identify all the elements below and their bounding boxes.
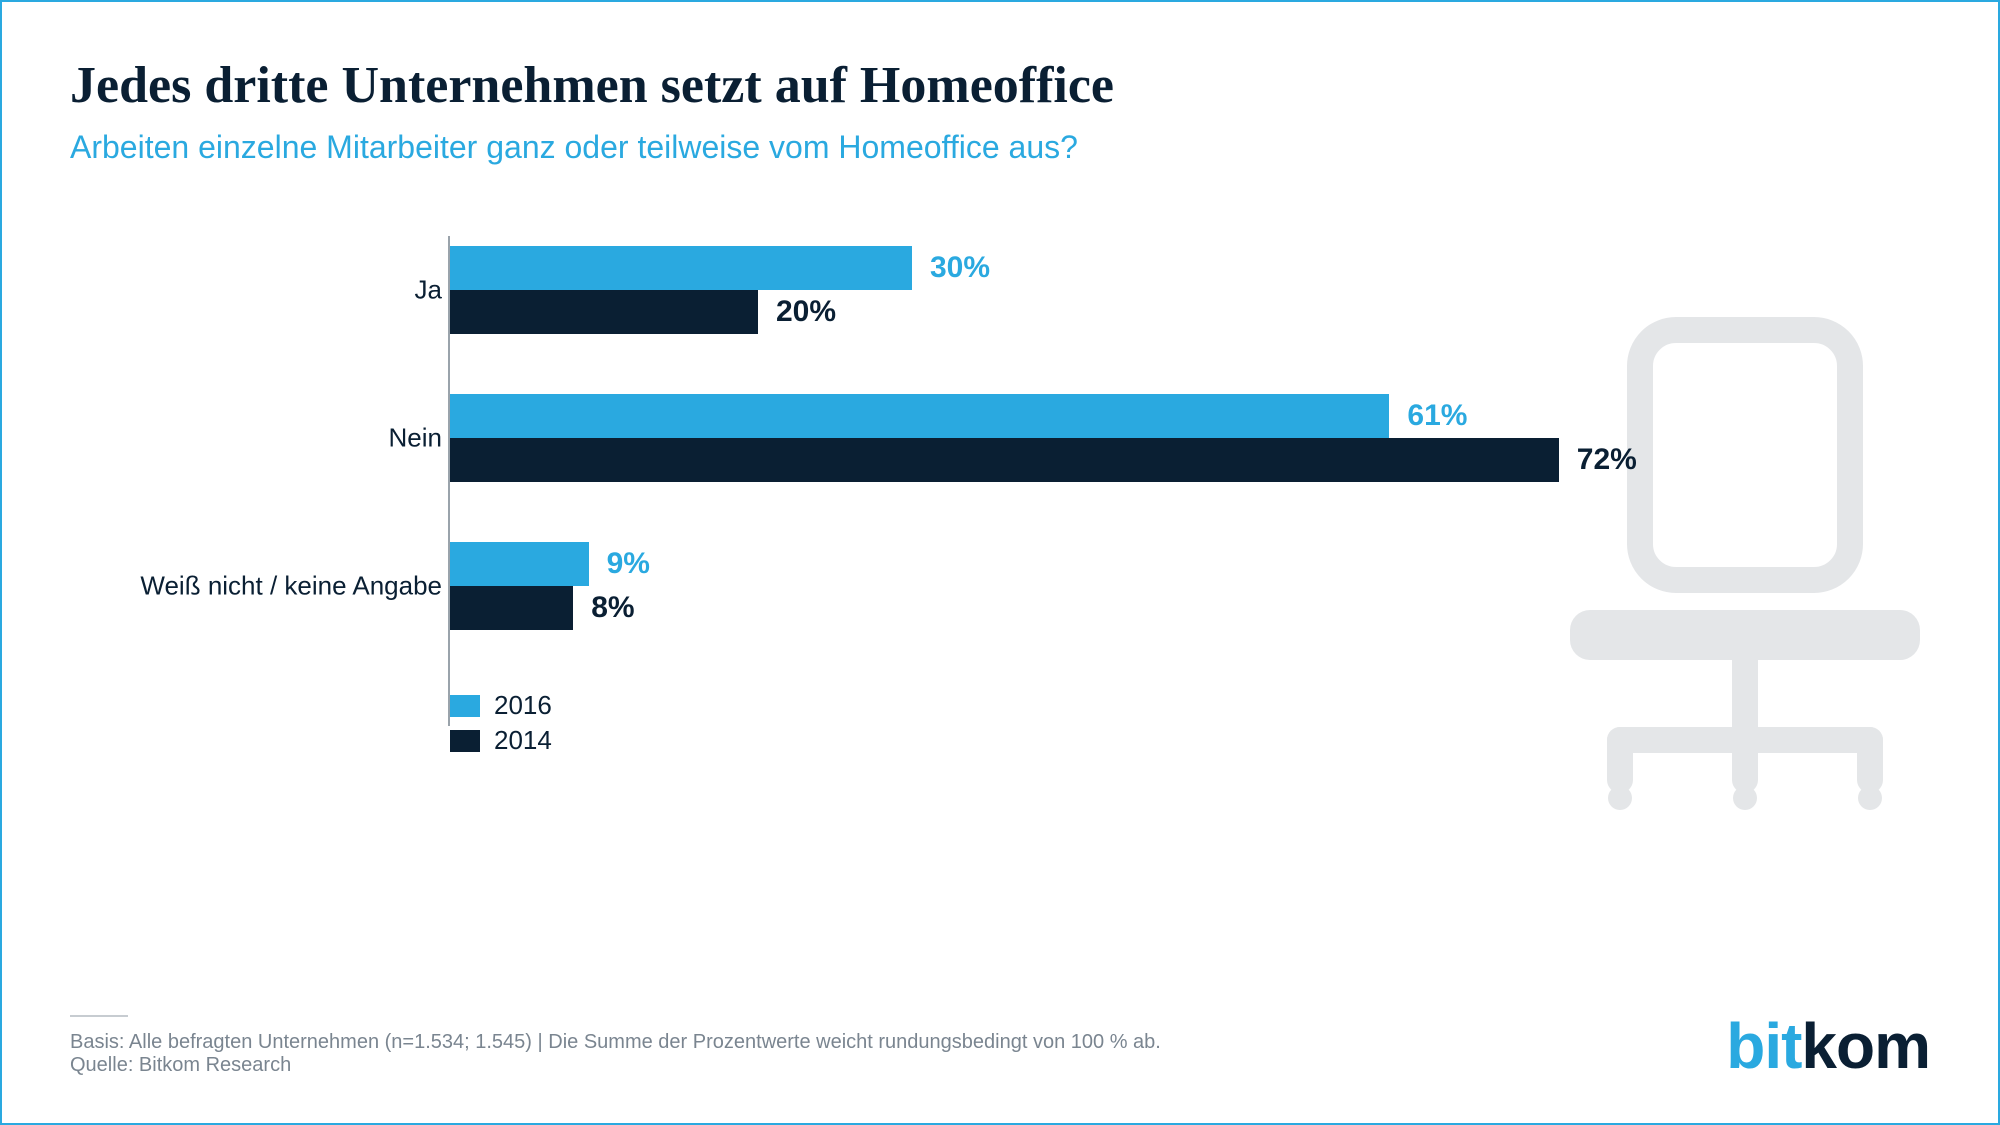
legend-swatch (450, 730, 480, 752)
bar-group: Weiß nicht / keine Angabe9%8% (370, 542, 1670, 630)
legend-label: 2014 (494, 725, 552, 756)
bar-chart: Ja 30% 20% Nein 61% 72% Weiß nicht / keine Ang… (370, 246, 1670, 756)
bar-row: 9% (370, 542, 1670, 586)
bar-value-label: 61% (1407, 399, 1467, 433)
chart-title: Jedes dritte Unternehmen setzt auf Homeo… (70, 56, 1930, 115)
legend: 2016 2014 (450, 690, 1670, 756)
bar (450, 586, 573, 630)
bar-value-label: 8% (591, 591, 634, 625)
bar-group: Nein 61% 72% (370, 394, 1670, 482)
bar-row: 72% (370, 438, 1670, 482)
footnote-rule (70, 1015, 128, 1017)
bar-row: 20% (370, 290, 1670, 334)
bar (450, 290, 758, 334)
footnote-line-1: Basis: Alle befragten Unternehmen (n=1.5… (70, 1031, 1930, 1054)
footnote: Basis: Alle befragten Unternehmen (n=1.5… (70, 1015, 1930, 1077)
legend-item: 2016 (450, 690, 1670, 721)
bar (450, 438, 1559, 482)
category-label: Weiß nicht / keine Angabe (140, 571, 442, 602)
bar-value-label: 30% (930, 251, 990, 285)
bar-value-label: 72% (1577, 443, 1637, 477)
footnote-line-2: Quelle: Bitkom Research (70, 1054, 1930, 1077)
legend-swatch (450, 695, 480, 717)
bar-row: 61% (370, 394, 1670, 438)
bar (450, 542, 589, 586)
logo-part-1: bit (1726, 1010, 1801, 1082)
bar-value-label: 9% (607, 547, 650, 581)
category-label: Ja (415, 275, 442, 306)
bar-value-label: 20% (776, 295, 836, 329)
legend-label: 2016 (494, 690, 552, 721)
bar-row: 30% (370, 246, 1670, 290)
bar-row: 8% (370, 586, 1670, 630)
bar-group: Ja 30% 20% (370, 246, 1670, 334)
bar (450, 394, 1389, 438)
chart-subtitle: Arbeiten einzelne Mitarbeiter ganz oder … (70, 129, 1930, 166)
logo-part-2: kom (1801, 1010, 1930, 1082)
bar (450, 246, 912, 290)
category-label: Nein (389, 423, 442, 454)
bitkom-logo: bitkom (1726, 1009, 1930, 1083)
content-area: Jedes dritte Unternehmen setzt auf Homeo… (0, 0, 2000, 1125)
legend-item: 2014 (450, 725, 1670, 756)
